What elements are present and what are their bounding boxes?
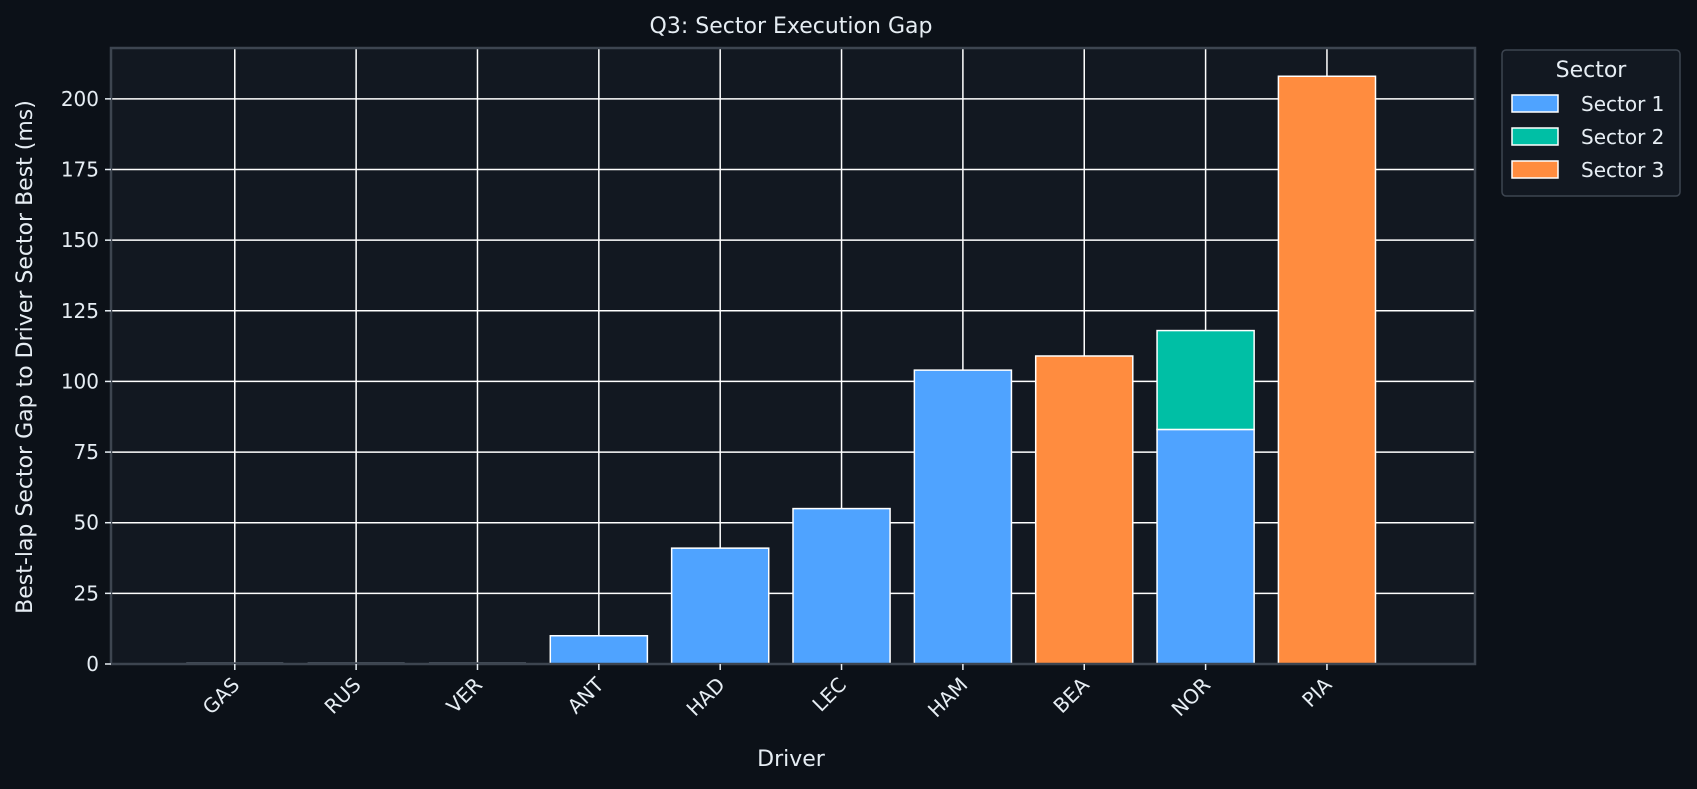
y-tick-label: 25 — [74, 581, 99, 605]
x-tick-label: PIA — [1297, 672, 1337, 712]
x-tick-label: HAD — [682, 673, 730, 721]
x-tick-label: NOR — [1167, 672, 1216, 721]
x-tick-label: LEC — [807, 673, 851, 717]
y-tick-label: 75 — [74, 440, 99, 464]
y-tick-label: 150 — [61, 228, 99, 252]
bar-ham-sector-1 — [913, 369, 1013, 665]
x-tick-label: ANT — [563, 672, 609, 718]
x-ticks: GAS RUS VER ANT HAD LEC HAM BEA NOR PIA — [198, 664, 1337, 722]
legend-box — [1501, 49, 1681, 197]
y-tick-label: 200 — [61, 87, 99, 111]
y-tick-label: 50 — [74, 511, 99, 535]
legend-label: Sector 2 — [1581, 125, 1664, 149]
legend-swatch — [1511, 160, 1559, 179]
y-tick-label: 100 — [61, 369, 99, 393]
bar-had-sector-1 — [670, 547, 770, 665]
bar-nor-sector-1 — [1156, 428, 1255, 665]
x-axis-label: Driver — [757, 747, 826, 772]
legend: Sector Sector 1 Sector 2 Sector 3 — [1501, 49, 1681, 197]
plot-frame — [109, 46, 1477, 666]
legend-swatch — [1511, 127, 1559, 146]
legend-swatch — [1511, 94, 1559, 113]
legend-items: Sector 1 Sector 2 Sector 3 — [1511, 92, 1664, 182]
y-axis-label: Best-lap Sector Gap to Driver Sector Bes… — [13, 100, 38, 614]
bar-ant-sector-1 — [549, 634, 649, 665]
x-tick-label: GAS — [198, 673, 245, 720]
legend-label: Sector 3 — [1581, 158, 1664, 182]
bar-bea-sector-3 — [1034, 355, 1134, 665]
x-tick-label: RUS — [320, 673, 366, 719]
legend-label: Sector 1 — [1581, 92, 1664, 116]
y-tick-label: 175 — [61, 158, 99, 182]
bar-nor-sector-2 — [1156, 329, 1255, 431]
y-tick-label: 125 — [61, 299, 99, 323]
x-tick-label: VER — [442, 672, 487, 717]
y-tick-label: 0 — [86, 652, 99, 676]
x-tick-label: HAM — [923, 673, 972, 722]
chart-title: Q3: Sector Execution Gap — [650, 14, 933, 39]
x-tick-label: BEA — [1048, 672, 1094, 718]
y-ticks: 0 25 50 75 100 125 150 175 200 — [61, 87, 111, 676]
bar-pia-sector-3 — [1277, 75, 1377, 665]
legend-title: Sector — [1556, 58, 1628, 83]
bar-lec-sector-1 — [792, 507, 891, 665]
